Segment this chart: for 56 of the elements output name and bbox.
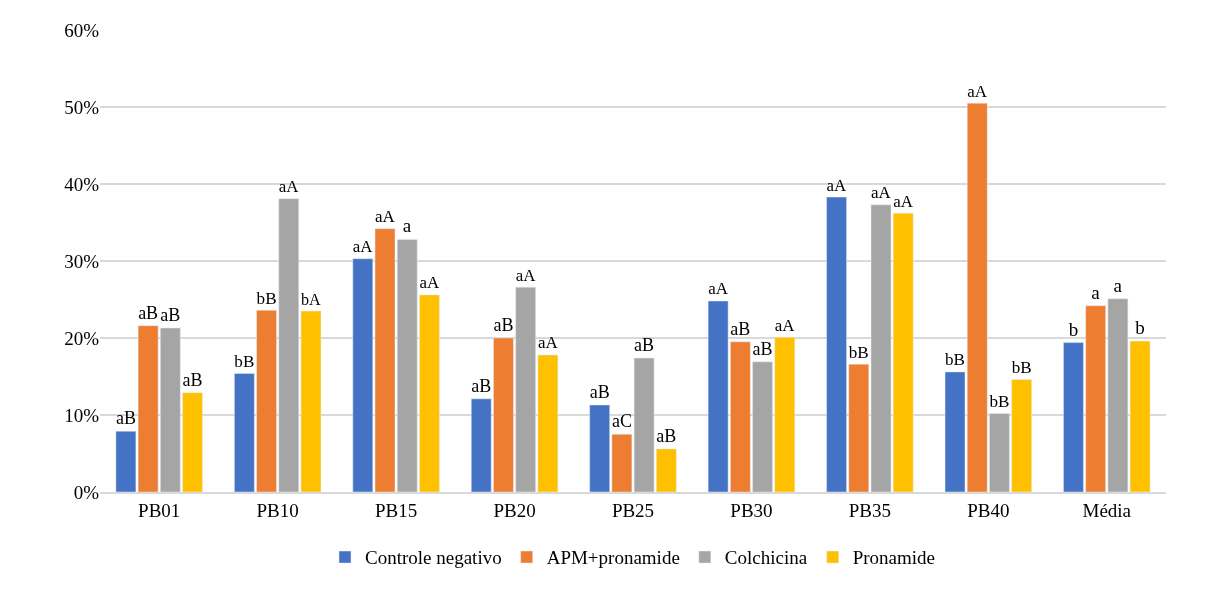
data-label: aA: [893, 191, 914, 211]
x-tick-label: Média: [1082, 499, 1132, 521]
data-label: a: [402, 215, 412, 237]
legend-label: Pronamide: [852, 547, 936, 569]
data-label: aB: [182, 369, 203, 390]
x-tick-label: PB25: [611, 499, 655, 521]
data-label: aB: [634, 335, 655, 356]
data-label: aB: [160, 305, 181, 326]
data-label: bB: [1011, 357, 1032, 377]
x-tick-label: PB20: [493, 499, 536, 521]
data-label: aA: [871, 183, 892, 203]
data-label: aA: [774, 315, 796, 335]
data-label: aA: [352, 237, 374, 257]
y-tick-label: 10%: [64, 404, 100, 426]
data-label: a: [1091, 281, 1101, 303]
data-label: b: [1135, 317, 1145, 339]
data-label: aC: [611, 411, 632, 432]
data-label: aB: [752, 339, 773, 360]
data-label: aB: [138, 302, 159, 323]
x-tick-label: PB40: [967, 499, 1010, 521]
legend-label: APM+pronamide: [546, 547, 680, 569]
y-tick-label: 60%: [64, 19, 100, 41]
x-tick-label: PB01: [138, 499, 181, 521]
data-label: aB: [115, 408, 136, 429]
data-label: aA: [537, 333, 559, 353]
data-label: a: [1113, 274, 1123, 296]
data-label: aB: [589, 382, 610, 403]
data-label: aA: [708, 279, 729, 299]
data-label: aA: [419, 273, 440, 293]
x-tick-label: PB30: [730, 499, 773, 521]
y-tick-label: 40%: [64, 173, 100, 195]
data-label: bA: [301, 290, 322, 308]
data-label: aA: [278, 177, 300, 197]
y-tick-label: 20%: [64, 327, 100, 349]
data-label: bB: [256, 288, 277, 308]
legend-label: Colchicina: [724, 547, 808, 569]
data-label: aA: [375, 207, 396, 227]
x-tick-label: PB15: [374, 499, 418, 521]
data-label: b: [1068, 318, 1079, 340]
legend-label: Controle negativo: [365, 547, 502, 569]
y-tick-label: 30%: [64, 250, 100, 272]
data-label: aB: [656, 426, 677, 447]
data-label: bB: [945, 350, 965, 370]
data-label: aB: [493, 315, 514, 336]
data-label: aB: [471, 376, 492, 397]
y-tick-label: 50%: [64, 96, 100, 118]
data-label: bB: [848, 342, 869, 362]
data-label: bB: [989, 391, 1010, 411]
data-label: bB: [234, 351, 255, 371]
data-label: aA: [826, 175, 848, 195]
data-label: aA: [967, 81, 988, 101]
y-tick-label: 0%: [73, 481, 100, 503]
x-tick-label: PB10: [256, 499, 299, 521]
data-label: aB: [730, 319, 751, 340]
x-tick-label: PB35: [848, 499, 892, 521]
data-label: aA: [515, 265, 537, 285]
